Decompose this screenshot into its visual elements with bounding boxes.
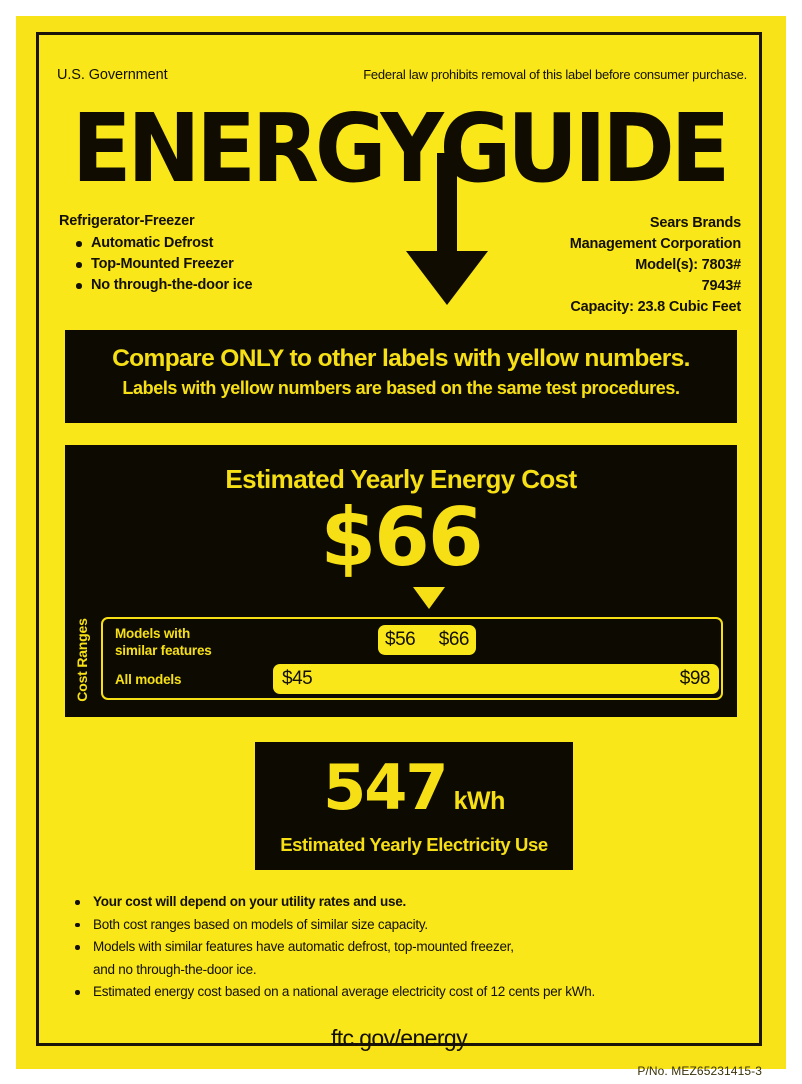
range-bar-similar-features: $56 $66	[378, 625, 476, 655]
list-item: Models with similar features have automa…	[67, 936, 747, 981]
cost-ranges-chart: Models with similar features $56 $66 All…	[101, 617, 723, 700]
range-max-all-models: $98	[679, 668, 711, 689]
range-row-similar-features: Models with similar features $56 $66	[103, 622, 721, 660]
product-feature-list: Automatic Defrost Top-Mounted Freezer No…	[59, 233, 389, 296]
range-label-similar-features: Models with similar features	[115, 625, 212, 659]
product-info: Refrigerator-Freezer Automatic Defrost T…	[59, 213, 389, 296]
header-row: U.S. Government Federal law prohibits re…	[57, 67, 747, 85]
range-max-similar-features: $66	[438, 629, 470, 650]
energyguide-wordmark: ENERGYGUIDE	[71, 93, 731, 204]
cost-panel-title: Estimated Yearly Energy Cost	[225, 464, 577, 494]
model-numbers-line1: Model(s): 7803#	[635, 257, 741, 273]
cost-amount-value: $66	[320, 491, 484, 584]
range-min-similar-features: $56	[385, 629, 416, 650]
footnote-list: Your cost will depend on your utility ra…	[67, 891, 747, 1004]
kwh-value-row: 547 kWh	[255, 752, 573, 824]
range-row-all-models: All models $45 $98	[103, 660, 721, 698]
energyguide-label: U.S. Government Federal law prohibits re…	[16, 16, 786, 1078]
footnote-text-continued: and no through-the-door ice.	[93, 961, 257, 977]
cost-ranges-axis-label: Cost Ranges	[71, 618, 93, 702]
list-item: No through-the-door ice	[59, 275, 389, 296]
estimated-yearly-energy-cost-panel: Estimated Yearly Energy Cost $66 Cost Ra…	[65, 445, 737, 717]
range-bar-all-models: $45 $98	[273, 664, 719, 694]
compare-banner: Compare ONLY to other labels with yellow…	[65, 330, 737, 423]
kwh-value: 547	[323, 751, 448, 824]
range-label-all-models: All models	[115, 672, 182, 687]
cost-marker-triangle-icon	[413, 587, 445, 609]
range-label-line1: Models with	[115, 626, 191, 641]
federal-law-notice: Federal law prohibits removal of this la…	[363, 67, 747, 82]
part-number: P/No. MEZ65231415-3	[637, 1064, 762, 1078]
down-arrow-head-icon	[406, 251, 488, 305]
down-arrow-stem-icon	[437, 153, 457, 261]
manufacturer-name-line1: Sears Brands	[649, 215, 741, 231]
list-item: Your cost will depend on your utility ra…	[67, 891, 747, 914]
label-frame: U.S. Government Federal law prohibits re…	[36, 32, 762, 1051]
footnote-text: Models with similar features have automa…	[93, 939, 514, 954]
energyguide-wordmark-wrap: ENERGYGUIDE	[39, 97, 759, 200]
capacity-text: Capacity: 23.8 Cubic Feet	[570, 299, 741, 315]
ftc-energy-url[interactable]: ftc.gov/energy	[330, 1025, 468, 1051]
manufacturer-name-line2: Management Corporation	[569, 236, 741, 252]
cost-ranges-axis-label-text: Cost Ranges	[74, 618, 90, 702]
model-numbers-line2: 7943#	[701, 278, 742, 294]
estimated-yearly-electricity-use-panel: 547 kWh Estimated Yearly Electricity Use	[255, 742, 573, 870]
kwh-caption: Estimated Yearly Electricity Use	[280, 834, 548, 855]
product-type: Refrigerator-Freezer	[59, 213, 195, 229]
kwh-unit: kWh	[453, 787, 506, 815]
manufacturer-info: Sears Brands Management Corporation Mode…	[441, 213, 741, 318]
range-label-line2: similar features	[115, 643, 212, 658]
list-item: Both cost ranges based on models of simi…	[67, 914, 747, 937]
range-min-all-models: $45	[282, 668, 313, 689]
compare-subline: Labels with yellow numbers are based on …	[122, 378, 680, 398]
list-item: Estimated energy cost based on a nationa…	[67, 981, 747, 1004]
list-item: Top-Mounted Freezer	[59, 254, 389, 275]
us-government-text: U.S. Government	[57, 67, 168, 83]
list-item: Automatic Defrost	[59, 233, 389, 254]
compare-headline: Compare ONLY to other labels with yellow…	[112, 345, 690, 372]
